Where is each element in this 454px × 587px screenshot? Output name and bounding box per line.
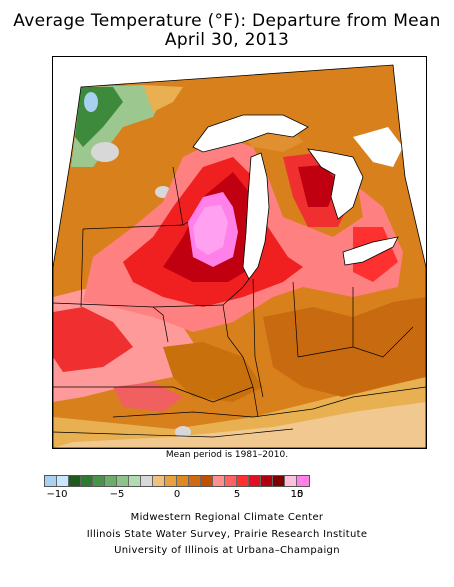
legend-swatch [153, 476, 165, 486]
legend-swatch [165, 476, 177, 486]
legend-swatch [69, 476, 81, 486]
legend-swatch [273, 476, 285, 486]
legend-swatch [213, 476, 225, 486]
credit-university: University of Illinois at Urbana–Champai… [114, 545, 340, 556]
legend-swatch [297, 476, 309, 486]
map-canvas [53, 57, 426, 448]
legend-tick-label: 10 [290, 489, 304, 500]
legend-swatch [225, 476, 237, 486]
legend-tick-label: 15 [290, 489, 304, 500]
legend-tick-label: 0 [173, 489, 181, 500]
legend-swatch [81, 476, 93, 486]
legend-tick-label: −10 [46, 489, 68, 500]
credit-survey: Illinois State Water Survey, Prairie Res… [86, 529, 368, 540]
mean-period-note: Mean period is 1981–2010. [165, 450, 289, 460]
temperature-departure-map [52, 56, 427, 449]
color-legend [44, 475, 310, 487]
credit-center: Midwestern Regional Climate Center [130, 512, 324, 523]
legend-swatch [189, 476, 201, 486]
legend-tick-label: −5 [109, 489, 125, 500]
legend-swatch [201, 476, 213, 486]
legend-swatch [57, 476, 69, 486]
map-date: April 30, 2013 [164, 30, 290, 50]
legend-swatch [261, 476, 273, 486]
legend-swatch [285, 476, 297, 486]
legend-swatch [237, 476, 249, 486]
legend-swatch [141, 476, 153, 486]
map-title: Average Temperature (°F): Departure from… [13, 11, 441, 31]
legend-swatch [93, 476, 105, 486]
legend-swatch [249, 476, 261, 486]
legend-swatch [117, 476, 129, 486]
legend-swatch [105, 476, 117, 486]
legend-swatch [177, 476, 189, 486]
legend-swatch [45, 476, 57, 486]
legend-tick-label: 5 [233, 489, 241, 500]
legend-swatch [129, 476, 141, 486]
